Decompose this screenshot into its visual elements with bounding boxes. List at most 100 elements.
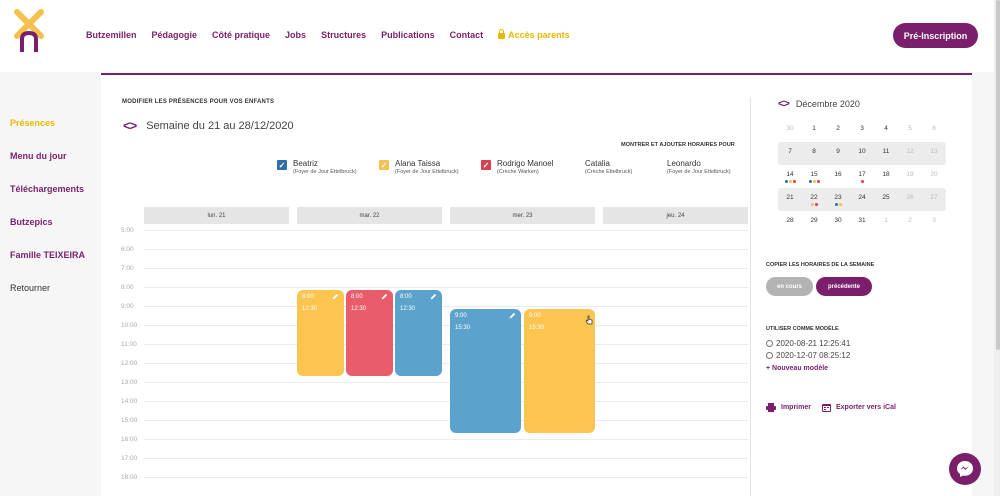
day-number: 7 (788, 148, 792, 155)
mini-calendar-day[interactable]: 19 (898, 165, 922, 188)
mini-calendar-day[interactable]: 20 (922, 165, 946, 188)
day-number: 6 (932, 125, 936, 132)
scrollbar-thumb[interactable] (996, 0, 1000, 350)
nav-jobs[interactable]: Jobs (285, 30, 307, 40)
day-header-tue: mar. 22 (297, 207, 442, 224)
mini-calendar-day[interactable]: 4 (874, 119, 898, 142)
sidebar-item-back[interactable]: Retourner (10, 283, 51, 293)
mini-calendar-day[interactable]: 30 (826, 211, 850, 234)
child-catalia[interactable]: Catalia (Crèche Ettelbruck) (583, 159, 665, 175)
copy-previous-button[interactable]: précédente (816, 277, 872, 296)
presence-block[interactable]: 9:00 15:30 (524, 309, 595, 433)
mini-calendar-day[interactable]: 5 (898, 119, 922, 142)
mini-calendar-day[interactable]: 2 (826, 119, 850, 142)
day-number: 31 (858, 217, 866, 224)
export-ical-button[interactable]: Exporter vers iCal (822, 403, 896, 412)
sidebar-item-butzepics[interactable]: Butzepics (10, 217, 53, 227)
day-number: 4 (884, 125, 888, 132)
mini-calendar-day[interactable]: 26 (898, 188, 922, 211)
presence-block[interactable]: 8:00 12:30 (346, 290, 393, 376)
mini-calendar-day[interactable]: 3 (922, 211, 946, 234)
mini-calendar-day[interactable]: 21 (778, 188, 802, 211)
nav-publications[interactable]: Publications (381, 30, 435, 40)
presence-block[interactable]: 9:00 15:30 (450, 309, 521, 433)
block-start: 8:00 (400, 294, 412, 300)
print-button[interactable]: Imprimer (766, 403, 811, 412)
nav-structures[interactable]: Structures (321, 30, 367, 40)
mini-calendar-day[interactable]: 29 (802, 211, 826, 234)
mini-calendar-day[interactable]: 8 (802, 142, 826, 165)
mini-calendar-day[interactable]: 13 (922, 142, 946, 165)
copy-current-button[interactable]: en cours (766, 277, 813, 296)
mini-calendar-day[interactable]: 9 (826, 142, 850, 165)
mini-calendar-day[interactable]: 6 (922, 119, 946, 142)
mini-calendar-day[interactable]: 27 (922, 188, 946, 211)
sidebar-item-family[interactable]: Famille TEIXEIRA (10, 250, 86, 260)
radio-icon[interactable] (766, 340, 773, 347)
model-label: Utiliser comme modèle (766, 326, 839, 332)
sidebar-item-presences[interactable]: Présences (10, 118, 56, 128)
mini-calendar-day[interactable]: 25 (874, 188, 898, 211)
mini-calendar-day[interactable]: 31 (850, 211, 874, 234)
presence-dot (788, 180, 792, 183)
day-header-thu: jeu. 24 (603, 207, 748, 224)
checkbox-checked-icon[interactable]: ✓ (481, 160, 491, 170)
mini-calendar-day[interactable]: 7 (778, 142, 802, 165)
mini-calendar-day[interactable]: 11 (874, 142, 898, 165)
mini-calendar-day[interactable]: 3 (850, 119, 874, 142)
mini-calendar-day[interactable]: 12 (898, 142, 922, 165)
pencil-icon[interactable] (430, 293, 437, 300)
pencil-icon[interactable] (509, 312, 516, 319)
nav-contact[interactable]: Contact (449, 30, 484, 40)
mini-calendar-day[interactable]: 10 (850, 142, 874, 165)
week-prev-next-icon[interactable]: <> (123, 118, 137, 133)
pre-inscription-button[interactable]: Pré-Inscription (893, 23, 978, 48)
sidebar-item-downloads[interactable]: Téléchargements (10, 184, 85, 194)
nav-butzemillen[interactable]: Butzemillen (86, 30, 137, 40)
nav-cote-pratique[interactable]: Côté pratique (212, 30, 271, 40)
mini-calendar-day[interactable]: 1 (802, 119, 826, 142)
month-prev-next-icon[interactable]: <> (778, 98, 790, 110)
day-number: 24 (858, 194, 866, 201)
mini-calendar-day[interactable]: 15 (802, 165, 826, 188)
child-leonardo[interactable]: Leonardo (Foyer de Jour Ettelbruck) (665, 159, 755, 175)
model-option[interactable]: 2020-08-21 12:25:41 (766, 339, 850, 348)
checkbox-checked-icon[interactable]: ✓ (379, 160, 389, 170)
presence-block[interactable]: 8:00 12:30 (297, 290, 344, 376)
mini-calendar-day[interactable]: 18 (874, 165, 898, 188)
sidebar-item-menu[interactable]: Menu du jour (10, 151, 67, 161)
mini-calendar-day[interactable]: 2 (898, 211, 922, 234)
block-start: 9:00 (529, 313, 541, 319)
child-beatriz[interactable]: ✓ Beatriz (Foyer de Jour Ettelbruck) (277, 159, 379, 175)
model-option[interactable]: 2020-12-07 08:25:12 (766, 351, 850, 360)
mini-calendar-day[interactable]: 22 (802, 188, 826, 211)
checkbox-checked-icon[interactable]: ✓ (277, 160, 287, 170)
day-number: 26 (906, 194, 914, 201)
mini-calendar-day[interactable]: 17 (850, 165, 874, 188)
mini-calendar-day[interactable]: 16 (826, 165, 850, 188)
child-alana[interactable]: ✓ Alana Taissa (Foyer de Jour Ettelbruck… (379, 159, 481, 175)
mini-calendar-day[interactable]: 23 (826, 188, 850, 211)
hour-label: 13:00 (121, 379, 138, 386)
nav-pedagogie[interactable]: Pédagogie (151, 30, 198, 40)
hour-label: 17:00 (121, 455, 138, 462)
pencil-icon[interactable] (332, 293, 339, 300)
new-model-link[interactable]: + Nouveau modèle (766, 365, 829, 372)
mini-calendar-day[interactable]: 24 (850, 188, 874, 211)
child-rodrigo[interactable]: ✓ Rodrigo Manoel (Crèche Warken) (481, 159, 583, 175)
logo-windmill-icon[interactable] (14, 9, 44, 53)
mini-calendar-day[interactable]: 30 (778, 119, 802, 142)
day-number: 25 (882, 194, 890, 201)
day-number: 23 (834, 194, 842, 201)
pencil-icon[interactable] (381, 293, 388, 300)
nav-parents-access[interactable]: Accès parents (498, 29, 570, 40)
presence-block[interactable]: 8:00 12:30 (395, 290, 442, 376)
radio-icon[interactable] (766, 352, 773, 359)
mini-calendar-day[interactable]: 14 (778, 165, 802, 188)
mini-calendar-day[interactable]: 28 (778, 211, 802, 234)
messenger-chat-button[interactable] (949, 453, 981, 485)
block-start: 8:00 (302, 294, 314, 300)
mini-calendar-day[interactable]: 1 (874, 211, 898, 234)
export-label: Exporter vers iCal (836, 404, 896, 411)
page-scrollbar[interactable] (994, 0, 1000, 496)
